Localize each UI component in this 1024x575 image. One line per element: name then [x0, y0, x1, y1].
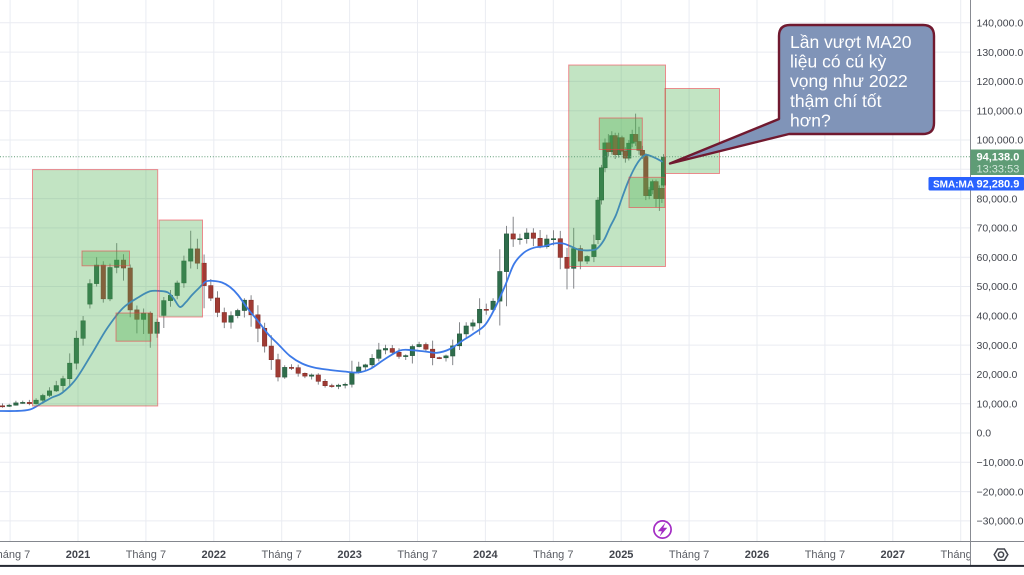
svg-text:10,000.0: 10,000.0 — [977, 398, 1018, 410]
svg-text:2026: 2026 — [745, 549, 769, 561]
svg-text:110,000.0: 110,000.0 — [977, 105, 1023, 117]
svg-text:Tháng 7: Tháng 7 — [0, 549, 30, 561]
svg-text:80,000.0: 80,000.0 — [977, 193, 1018, 205]
svg-text:100,000.0: 100,000.0 — [977, 135, 1024, 147]
svg-text:13:33:53: 13:33:53 — [977, 164, 1020, 176]
svg-text:Tháng 7: Tháng 7 — [533, 549, 573, 561]
svg-text:SMA:MA: SMA:MA — [933, 180, 974, 191]
svg-text:2021: 2021 — [66, 549, 90, 561]
svg-text:Tháng 7: Tháng 7 — [397, 549, 437, 561]
svg-text:120,000.0: 120,000.0 — [977, 76, 1024, 88]
svg-text:hơn?: hơn? — [790, 110, 831, 130]
svg-text:92,280.9: 92,280.9 — [977, 179, 1020, 191]
svg-text:Tháng 7: Tháng 7 — [262, 549, 302, 561]
svg-text:−10,000.0: −10,000.0 — [977, 457, 1024, 469]
svg-text:2027: 2027 — [881, 549, 905, 561]
svg-text:Tháng 7: Tháng 7 — [669, 549, 709, 561]
svg-text:20,000.0: 20,000.0 — [977, 369, 1018, 381]
svg-text:70,000.0: 70,000.0 — [977, 223, 1018, 235]
svg-text:60,000.0: 60,000.0 — [977, 252, 1018, 264]
svg-text:50,000.0: 50,000.0 — [977, 281, 1018, 293]
svg-text:0.0: 0.0 — [977, 428, 992, 440]
svg-text:Tháng 7: Tháng 7 — [126, 549, 166, 561]
svg-text:2024: 2024 — [473, 549, 498, 561]
svg-text:liệu có cú kỳ: liệu có cú kỳ — [790, 52, 887, 72]
svg-text:40,000.0: 40,000.0 — [977, 311, 1018, 323]
svg-text:140,000.0: 140,000.0 — [977, 18, 1024, 30]
svg-text:Lần vượt MA20: Lần vượt MA20 — [790, 32, 912, 52]
svg-text:Tháng 7: Tháng 7 — [805, 549, 845, 561]
svg-text:2022: 2022 — [202, 549, 226, 561]
svg-text:130,000.0: 130,000.0 — [977, 47, 1024, 59]
svg-text:−30,000.0: −30,000.0 — [977, 516, 1024, 528]
svg-text:−20,000.0: −20,000.0 — [977, 486, 1024, 498]
svg-text:94,138.0: 94,138.0 — [977, 152, 1020, 164]
svg-text:vọng như 2022: vọng như 2022 — [790, 71, 908, 91]
svg-text:30,000.0: 30,000.0 — [977, 340, 1018, 352]
svg-text:2025: 2025 — [609, 549, 633, 561]
svg-text:2023: 2023 — [337, 549, 361, 561]
svg-text:thậm chí tốt: thậm chí tốt — [790, 91, 882, 111]
